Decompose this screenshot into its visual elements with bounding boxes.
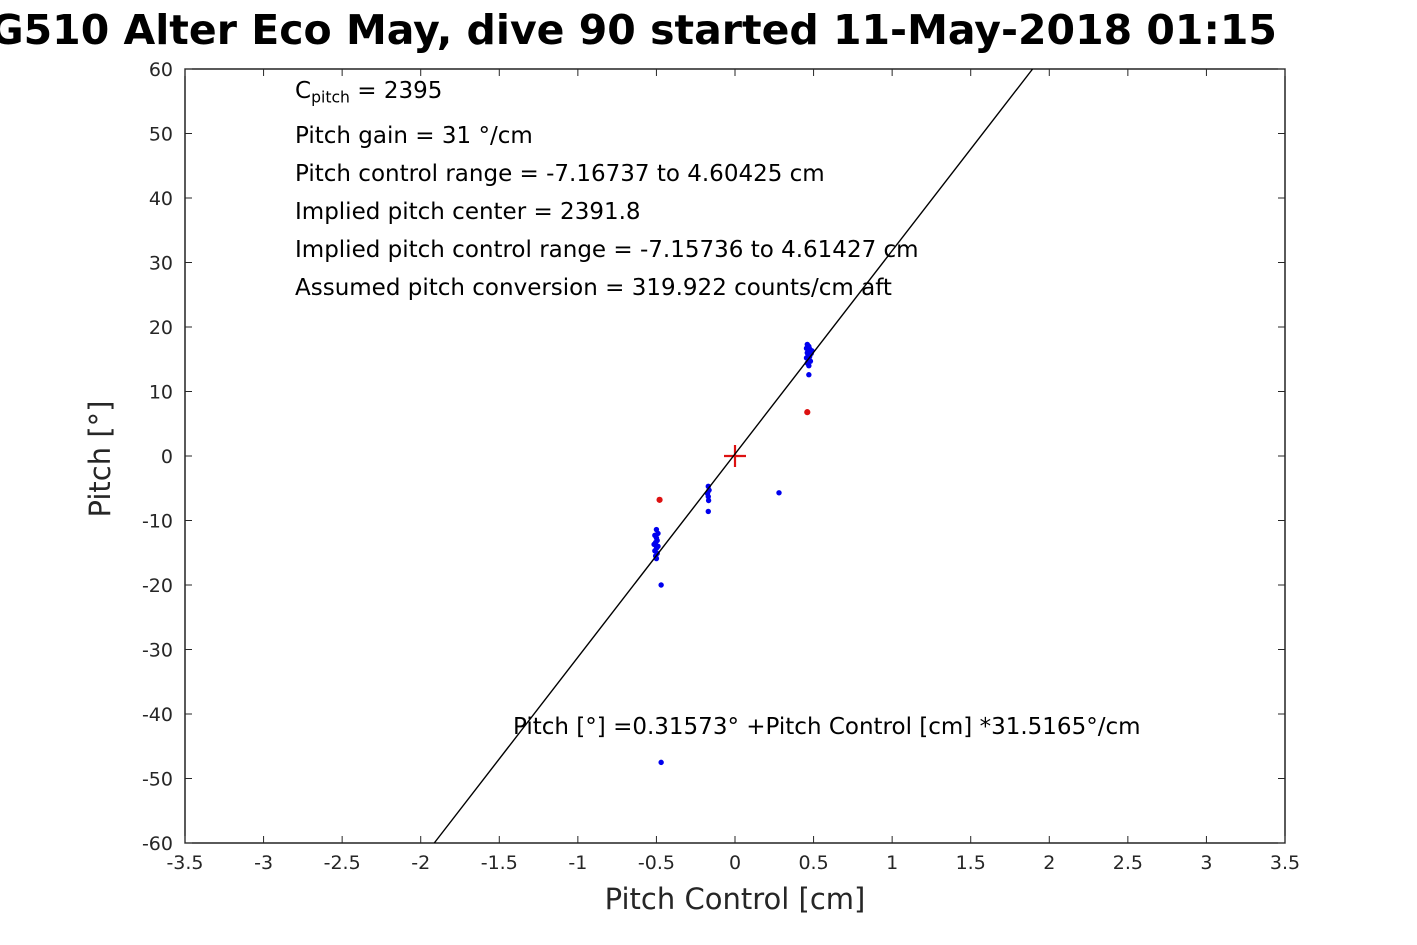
y-tick-label: 60 — [149, 59, 173, 81]
y-tick-label: -10 — [142, 511, 173, 533]
x-tick-label: 1.5 — [956, 852, 986, 874]
y-tick-label: -20 — [142, 575, 173, 597]
annotation-line-implied-range: Implied pitch control range = -7.15736 t… — [295, 236, 919, 263]
y-tick-label: -50 — [142, 769, 173, 791]
x-tick-label: 0.5 — [798, 852, 828, 874]
y-tick-label: 50 — [149, 124, 173, 146]
annotation-line-implied-center: Implied pitch center = 2391.8 — [295, 198, 641, 225]
observed-pitch-points-dot — [658, 759, 664, 766]
x-tick-label: -0.5 — [638, 852, 675, 874]
y-tick-label: -40 — [142, 704, 173, 726]
x-tick-label: 2 — [1043, 852, 1055, 874]
y-tick-label: 30 — [149, 253, 173, 275]
annotation-line-pitch-gain: Pitch gain = 31 °/cm — [295, 122, 533, 149]
y-tick-label: 40 — [149, 188, 173, 210]
observed-pitch-points-dot — [705, 497, 712, 504]
y-tick-label: -30 — [142, 640, 173, 662]
x-tick-label: -1.5 — [481, 852, 518, 874]
observed-pitch-points-dot — [776, 490, 782, 496]
x-tick-label: -1 — [568, 852, 587, 874]
x-tick-label: 2.5 — [1113, 852, 1143, 874]
observed-pitch-points-dot — [806, 372, 812, 378]
x-tick-label: -3 — [254, 852, 273, 874]
figure-title: G510 Alter Eco May, dive 90 started 11-M… — [0, 6, 1277, 54]
fit-line — [433, 68, 1034, 844]
x-tick-label: -2 — [411, 852, 430, 874]
cpitch-subscript: pitch — [311, 87, 350, 107]
x-tick-label: 1 — [886, 852, 898, 874]
x-tick-label: -3.5 — [166, 852, 203, 874]
x-axis-label: Pitch Control [cm] — [604, 882, 866, 916]
annotation-line-conversion: Assumed pitch conversion = 319.922 count… — [295, 274, 892, 301]
x-tick-label: 3.5 — [1270, 852, 1300, 874]
y-tick-label: 10 — [149, 382, 173, 404]
observed-pitch-points-dot — [705, 493, 711, 500]
flagged-pitch-points-dot — [804, 409, 811, 416]
y-tick-label: 20 — [149, 317, 173, 339]
y-tick-label: -60 — [142, 833, 173, 855]
x-tick-label: 3 — [1200, 852, 1212, 874]
annotation-block: Cpitch = 2395 Pitch gain = 31 °/cm Pitch… — [295, 72, 919, 307]
y-axis-label: Pitch [°] — [83, 400, 117, 518]
x-tick-label: -2.5 — [324, 852, 361, 874]
flagged-pitch-points-dot — [656, 496, 663, 503]
annotation-line-cpitch: Cpitch = 2395 — [295, 72, 919, 117]
observed-pitch-points-dot — [705, 508, 711, 515]
cpitch-base: C — [295, 78, 312, 104]
annotation-line-control-range: Pitch control range = -7.16737 to 4.6042… — [295, 160, 825, 187]
x-tick-label: 0 — [729, 852, 741, 874]
fit-equation-annotation: Pitch [°] =0.31573° +Pitch Control [cm] … — [513, 714, 1141, 740]
y-tick-label: 0 — [161, 446, 173, 468]
observed-pitch-points-dot — [658, 582, 664, 588]
observed-pitch-points-dot — [806, 363, 812, 369]
cpitch-value: = 2395 — [349, 78, 443, 104]
